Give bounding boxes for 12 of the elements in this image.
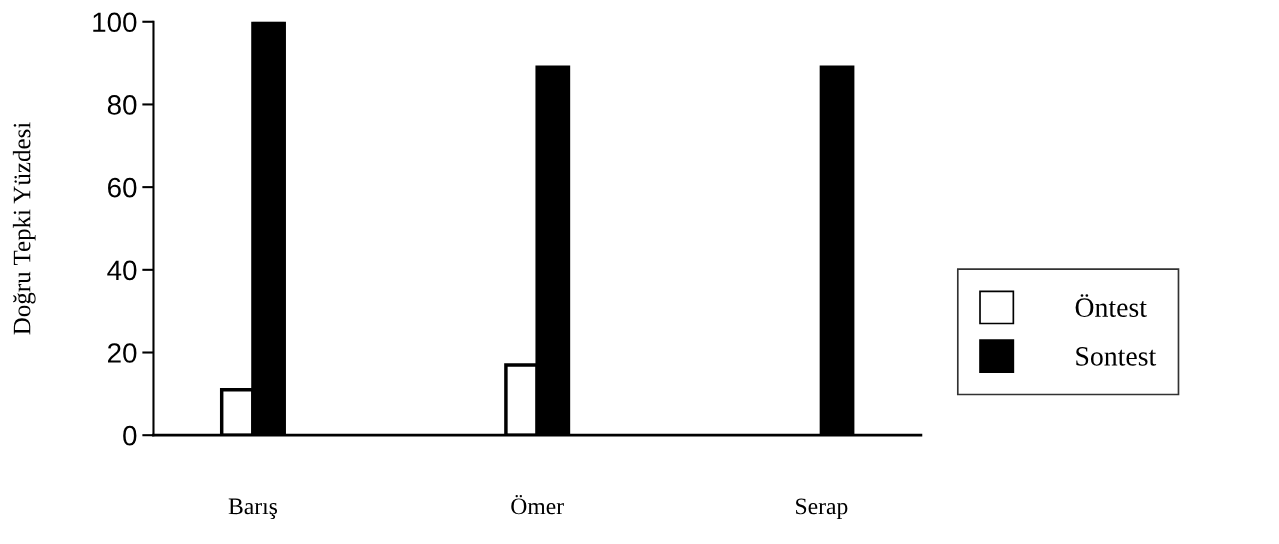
y-tick-label: 40 — [107, 260, 137, 281]
y-tick-label: 0 — [123, 425, 137, 446]
y-tick-label: 20 — [108, 343, 137, 363]
y-axis-title: Doğru Tepki Yüzdesi — [12, 122, 36, 335]
x-tick-label: Ömer — [511, 494, 564, 515]
y-tick-label: 80 — [107, 95, 137, 115]
x-tick-label: Barış — [228, 498, 278, 520]
y-tick-label: 100 — [93, 12, 137, 33]
x-tick-label: Serap — [796, 498, 848, 520]
legend-label: Sontest — [1076, 347, 1157, 366]
y-tick-label: 60 — [108, 177, 137, 198]
legend-label: Öntest — [1075, 294, 1147, 317]
